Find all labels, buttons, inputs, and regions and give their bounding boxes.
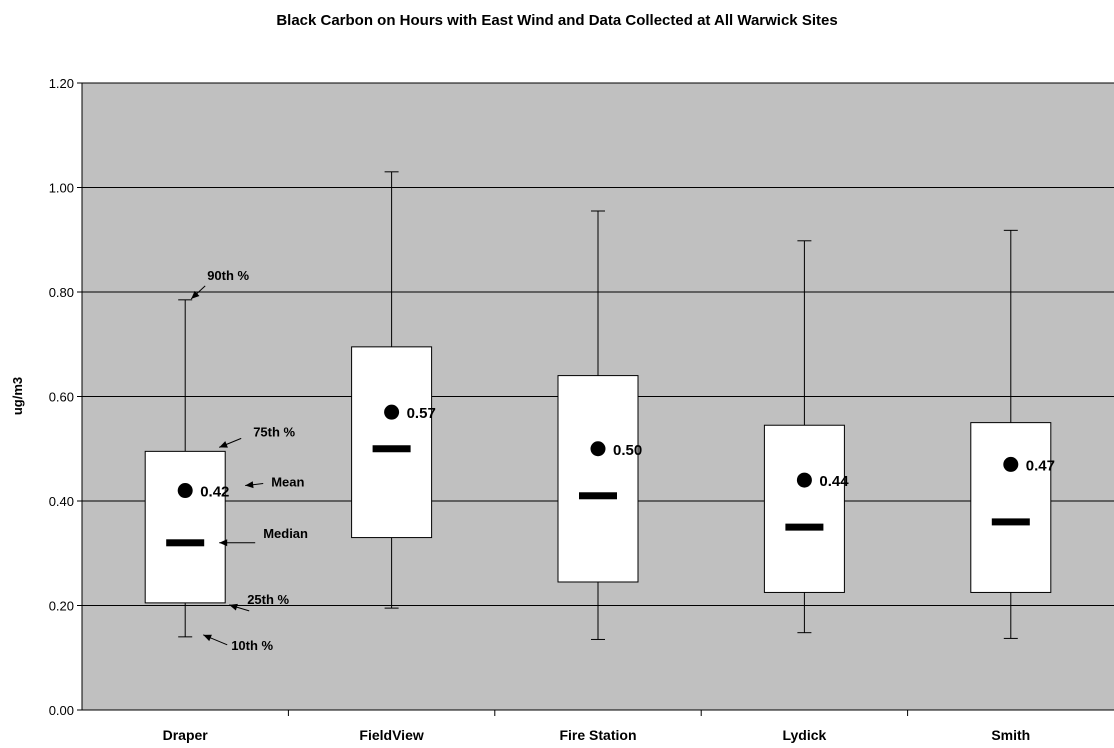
mean-label: 0.44 (819, 473, 849, 490)
box-fire-station: 0.50 (557, 210, 642, 640)
annotation-p75: 75th % (253, 424, 295, 439)
x-tick-label: FieldView (359, 727, 423, 743)
boxes: 0.42 0.57 0.50 0.44 0.47 (144, 171, 1055, 640)
annotation-p90: 90th % (207, 268, 249, 283)
mean-label: 0.42 (200, 484, 229, 501)
median-bar (991, 518, 1030, 526)
mean-label: 0.57 (407, 405, 436, 422)
x-tick-label: Smith (991, 727, 1030, 743)
mean-marker (177, 483, 193, 499)
y-tick-label: 1.20 (49, 76, 74, 91)
annotation-arrowhead (229, 603, 238, 611)
box-smith: 0.47 (970, 229, 1055, 639)
annotation-p25: 25th % (247, 592, 289, 607)
annotations: 90th % 75th % Mean Median 25th % 10th % (190, 268, 308, 653)
annotation-mean: Mean (271, 475, 304, 490)
box-draper: 0.42 (144, 299, 229, 638)
median-bar (372, 445, 411, 453)
axes: 0.00 0.20 0.40 0.60 0.80 1.00 1.20 Draper FieldV… (49, 76, 1114, 743)
y-tick-label: 0.60 (49, 390, 74, 405)
x-tick-label: Lydick (782, 727, 826, 743)
y-tick-label: 0.20 (49, 599, 74, 614)
iqr-box (557, 375, 639, 583)
mean-marker (384, 404, 400, 420)
box-lydick: 0.44 (763, 240, 849, 634)
mean-label: 0.50 (613, 442, 642, 459)
annotation-p10: 10th % (231, 638, 273, 653)
y-tick-label: 0.40 (49, 494, 74, 509)
iqr-box (351, 346, 433, 539)
y-tick-label: 0.00 (49, 703, 74, 718)
median-bar (579, 492, 617, 500)
x-tick-label: Draper (163, 727, 209, 743)
chart-title: Black Carbon on Hours with East Wind and… (276, 12, 838, 29)
mean-marker (590, 441, 606, 457)
annotation-median: Median (263, 526, 308, 541)
annotation-arrowhead (203, 634, 212, 642)
median-bar (166, 539, 205, 547)
annotation-arrowhead (191, 290, 200, 299)
iqr-box (144, 450, 226, 604)
x-tick-label: Fire Station (559, 727, 636, 743)
mean-label: 0.47 (1026, 457, 1055, 474)
mean-marker (1003, 456, 1019, 472)
y-tick-label: 0.80 (49, 285, 74, 300)
box-fieldview: 0.57 (351, 171, 436, 609)
mean-marker (796, 472, 812, 488)
annotation-arrowhead (245, 481, 254, 489)
median-bar (785, 523, 824, 531)
annotation-arrowhead (219, 441, 228, 448)
y-axis-label: ug/m3 (10, 377, 25, 415)
annotation-arrowhead (219, 539, 228, 547)
iqr-box (763, 424, 845, 593)
y-tick-label: 1.00 (49, 181, 74, 196)
iqr-box (970, 422, 1052, 593)
